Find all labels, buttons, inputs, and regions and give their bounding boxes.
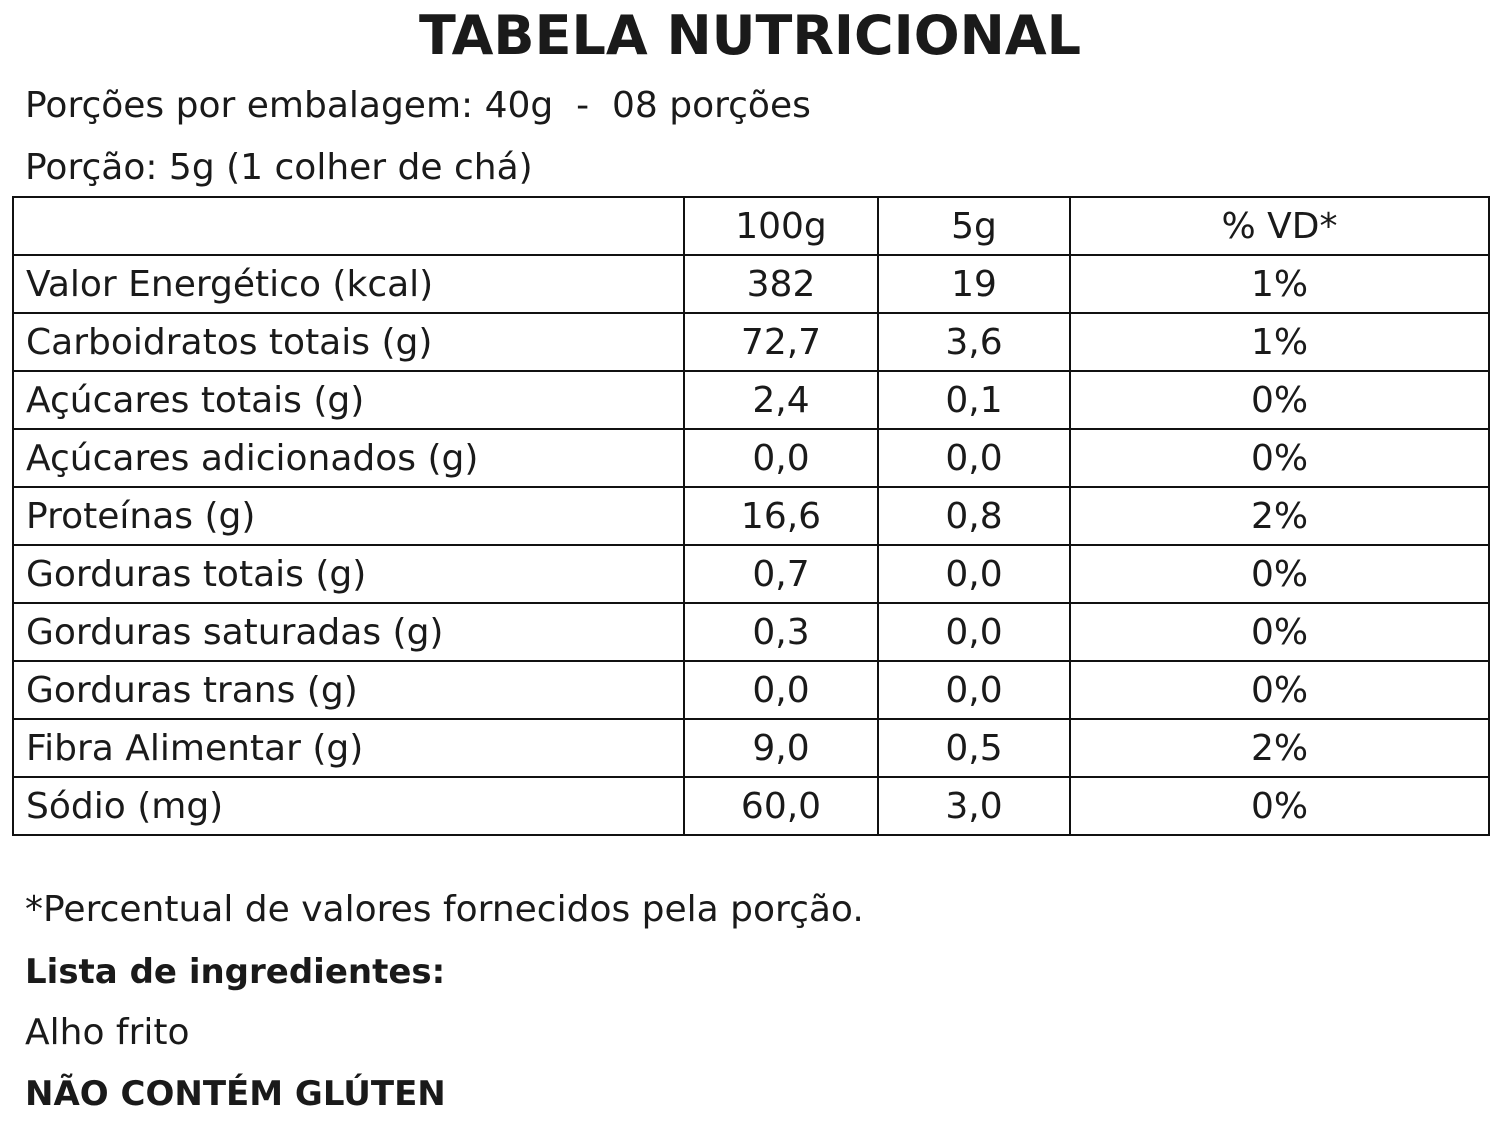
column-header: 5g [877, 196, 1071, 256]
nutrient-value: 0,0 [877, 602, 1071, 662]
nutrient-value: 0,0 [683, 428, 879, 488]
nutrient-value: 3,0 [877, 776, 1071, 836]
table-row: Açúcares totais (g) 2,4 0,1 0% [12, 370, 1490, 430]
serving-size: Porção: 5g (1 colher de chá) [25, 147, 533, 188]
table-row: Gorduras trans (g) 0,0 0,0 0% [12, 660, 1490, 720]
nutrient-value: 0% [1069, 544, 1490, 604]
nutrient-value: 0% [1069, 602, 1490, 662]
nutrient-value: 72,7 [683, 312, 879, 372]
nutrient-value: 60,0 [683, 776, 879, 836]
nutrient-value: 0,0 [877, 660, 1071, 720]
table-row: Gorduras saturadas (g) 0,3 0,0 0% [12, 602, 1490, 662]
nutrient-value: 1% [1069, 254, 1490, 314]
nutrient-value: 19 [877, 254, 1071, 314]
servings-per-package: Porções por embalagem: 40g - 08 porções [25, 85, 811, 126]
header-row: 100g 5g % VD* [12, 196, 1490, 256]
nutrient-value: 2,4 [683, 370, 879, 430]
table-row: Valor Energético (kcal) 382 19 1% [12, 254, 1490, 314]
nutrient-value: 16,6 [683, 486, 879, 546]
column-header: % VD* [1069, 196, 1490, 256]
nutrient-label: Valor Energético (kcal) [12, 254, 685, 314]
allergen-notice: NÃO CONTÉM GLÚTEN [25, 1074, 446, 1114]
nutrient-label: Açúcares adicionados (g) [12, 428, 685, 488]
table-row: Fibra Alimentar (g) 9,0 0,5 2% [12, 718, 1490, 778]
nutrient-value: 2% [1069, 486, 1490, 546]
column-header: 100g [683, 196, 879, 256]
nutrient-value: 0,7 [683, 544, 879, 604]
ingredients-text: Alho frito [25, 1012, 190, 1053]
nutrient-value: 0% [1069, 370, 1490, 430]
nutrient-label: Fibra Alimentar (g) [12, 718, 685, 778]
nutrient-label: Proteínas (g) [12, 486, 685, 546]
nutrient-value: 0% [1069, 428, 1490, 488]
nutrient-value: 0% [1069, 776, 1490, 836]
table-row: Carboidratos totais (g) 72,7 3,6 1% [12, 312, 1490, 372]
nutrient-value: 3,6 [877, 312, 1071, 372]
header-cell [12, 196, 685, 256]
nutrient-value: 0,0 [877, 544, 1071, 604]
table-row: Açúcares adicionados (g) 0,0 0,0 0% [12, 428, 1490, 488]
table-body: 100g 5g % VD* Valor Energético (kcal) 382… [12, 196, 1490, 836]
title: TABELA NUTRICIONAL [418, 4, 1082, 67]
nutrient-label: Gorduras totais (g) [12, 544, 685, 604]
nutrient-label: Gorduras trans (g) [12, 660, 685, 720]
table-row: Proteínas (g) 16,6 0,8 2% [12, 486, 1490, 546]
table-row: Gorduras totais (g) 0,7 0,0 0% [12, 544, 1490, 604]
nutrient-value: 0% [1069, 660, 1490, 720]
nutrient-value: 2% [1069, 718, 1490, 778]
footnote: *Percentual de valores fornecidos pela p… [25, 889, 864, 930]
nutrient-value: 9,0 [683, 718, 879, 778]
nutrient-label: Sódio (mg) [12, 776, 685, 836]
table-row: Sódio (mg) 60,0 3,0 0% [12, 776, 1490, 836]
nutrient-label: Açúcares totais (g) [12, 370, 685, 430]
nutrient-label: Gorduras saturadas (g) [12, 602, 685, 662]
nutrient-value: 0,0 [683, 660, 879, 720]
nutrition-table: 100g 5g % VD* Valor Energético (kcal) 382… [12, 196, 1490, 836]
nutrient-value: 0,8 [877, 486, 1071, 546]
nutrient-value: 0,0 [877, 428, 1071, 488]
nutrient-value: 1% [1069, 312, 1490, 372]
ingredients-heading: Lista de ingredientes: [25, 952, 446, 992]
nutrient-value: 0,3 [683, 602, 879, 662]
nutrient-label: Carboidratos totais (g) [12, 312, 685, 372]
nutrient-value: 382 [683, 254, 879, 314]
nutrient-value: 0,1 [877, 370, 1071, 430]
nutrient-value: 0,5 [877, 718, 1071, 778]
